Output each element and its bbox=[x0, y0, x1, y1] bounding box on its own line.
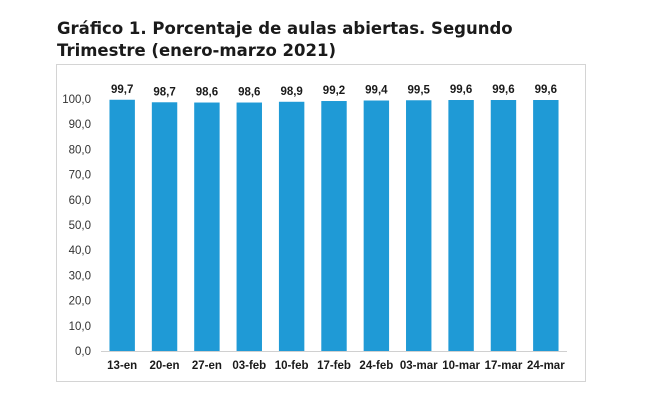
bar bbox=[278, 101, 305, 351]
x-tick-label: 10-feb bbox=[275, 360, 309, 372]
y-tick-label: 20,0 bbox=[69, 296, 91, 308]
bar bbox=[109, 99, 135, 351]
x-tick-label: 17-feb bbox=[317, 360, 351, 372]
bar bbox=[533, 100, 559, 351]
chart-area: 0,0 10,0 20,0 30,0 40,0 50,0 60,0 70,0 80,0 90,0 1… bbox=[56, 64, 586, 382]
x-tick-label: 03-feb bbox=[232, 360, 266, 372]
x-tick-label: 13-en bbox=[107, 360, 137, 372]
data-label: 98,9 bbox=[280, 86, 302, 98]
data-label: 99,5 bbox=[408, 84, 431, 96]
y-tick-label: 0,0 bbox=[75, 346, 91, 358]
x-tick-label: 17-mar bbox=[485, 360, 523, 372]
bar bbox=[151, 102, 178, 351]
data-label: 99,7 bbox=[111, 84, 133, 96]
data-label: 98,7 bbox=[153, 86, 175, 98]
y-tick-label: 30,0 bbox=[69, 270, 91, 282]
y-tick-label: 70,0 bbox=[69, 170, 91, 182]
bar bbox=[236, 102, 262, 351]
x-tick-label: 27-en bbox=[192, 360, 222, 372]
data-label: 99,2 bbox=[323, 85, 345, 97]
bar bbox=[406, 100, 432, 351]
y-tick-label: 60,0 bbox=[69, 195, 91, 207]
x-tick-label: 20-en bbox=[150, 360, 180, 372]
x-tick-label: 03-mar bbox=[400, 360, 438, 372]
data-label: 99,6 bbox=[492, 84, 514, 96]
y-tick-label: 10,0 bbox=[69, 321, 91, 333]
data-label: 99,6 bbox=[535, 84, 557, 96]
data-label: 98,6 bbox=[196, 87, 218, 99]
bar bbox=[321, 101, 347, 352]
y-tick-label: 50,0 bbox=[69, 220, 91, 232]
data-label: 99,4 bbox=[365, 85, 388, 97]
x-tick-label: 10-mar bbox=[442, 360, 480, 372]
x-tick-label: 24-feb bbox=[359, 360, 393, 372]
y-tick-label: 100,0 bbox=[62, 94, 91, 106]
bar bbox=[363, 100, 390, 352]
bar bbox=[448, 100, 474, 351]
bar-chart: 0,0 10,0 20,0 30,0 40,0 50,0 60,0 70,0 80,0 90,0 1… bbox=[62, 84, 567, 372]
bar bbox=[490, 100, 517, 351]
chart-title: Gráfico 1. Porcentaje de aulas abiertas.… bbox=[57, 19, 513, 60]
bar bbox=[194, 102, 220, 351]
data-label: 99,6 bbox=[450, 84, 472, 96]
y-tick-label: 80,0 bbox=[69, 144, 91, 156]
y-tick-label: 90,0 bbox=[69, 119, 91, 131]
y-tick-label: 40,0 bbox=[69, 245, 91, 257]
data-label: 98,6 bbox=[238, 87, 260, 99]
x-tick-label: 24-mar bbox=[527, 360, 565, 372]
